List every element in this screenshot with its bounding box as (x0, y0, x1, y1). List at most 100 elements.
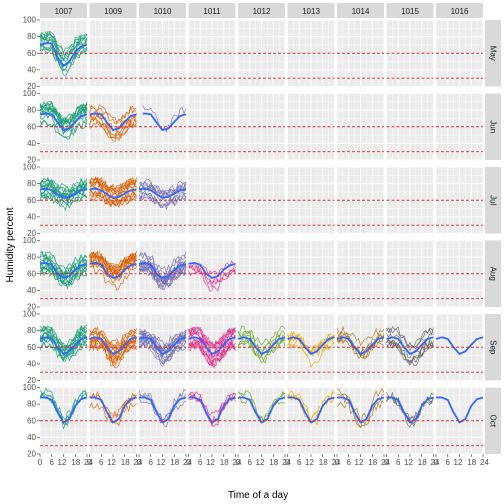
series-line-1007-Jul (39, 183, 88, 199)
x-tick-label: 24 (134, 458, 143, 467)
panel-Jul-1009 (89, 166, 137, 234)
panel-Oct-1010 (138, 387, 187, 455)
series-line-1009-Jul (89, 176, 137, 192)
series-line-1007-Sep (39, 326, 88, 352)
row-label-Aug: Aug (489, 267, 498, 281)
x-tick-label: 6 (50, 458, 55, 467)
panel-May-1016 (435, 19, 484, 87)
series-line-1007-Sep (39, 325, 88, 349)
series-line-1010-Jul (138, 180, 187, 198)
series-line-1009-Jul (89, 193, 137, 208)
x-tick-label: 6 (297, 458, 302, 467)
smooth-line-1009-Oct (89, 396, 137, 424)
panel-Aug-1013 (287, 240, 335, 308)
y-tick-label: 60 (27, 196, 36, 205)
column-label-1009: 1009 (104, 7, 122, 16)
series-line-1009-Aug (89, 256, 137, 276)
smooth-line-1015-Oct (386, 396, 434, 424)
smooth-line-1009-Aug (89, 261, 137, 279)
series-line-1009-Jul (89, 189, 137, 205)
x-tick-label: 0 (87, 458, 92, 467)
x-tick-label: 6 (248, 458, 253, 467)
x-tick-label: 18 (319, 458, 328, 467)
panel-Oct-1011 (188, 387, 236, 455)
x-tick-label: 12 (404, 458, 413, 467)
y-tick-label: 20 (27, 450, 36, 459)
series-line-1012-Sep (237, 325, 286, 346)
column-label-1007: 1007 (55, 7, 73, 16)
panel-Aug-1012 (237, 240, 286, 308)
y-tick-label: 20 (27, 229, 36, 238)
series-line-1014-Oct (337, 393, 385, 428)
x-axis: 0 6 12 18 240 6 12 18 240 6 12 18 240 6 12 18 240 6 12 18 24… (38, 454, 489, 467)
smooth-line-1010-Jul (138, 187, 187, 199)
row-strip-Jul (485, 167, 501, 234)
series-line-1007-Jul (39, 186, 88, 204)
series-line-1010-Aug (138, 267, 187, 291)
x-tick-label: 24 (381, 458, 390, 467)
row-label-Sep: Sep (489, 340, 498, 355)
smooth-line-1007-Aug (39, 261, 88, 279)
x-tick-label: 18 (467, 458, 476, 467)
series-line-1010-Aug (138, 265, 187, 285)
x-tick-label: 12 (256, 458, 265, 467)
series-line-1009-Aug (89, 265, 137, 292)
y-tick-label: 100 (23, 383, 37, 392)
column-strip-1015 (386, 3, 434, 18)
series-line-1010-Sep (138, 335, 187, 359)
x-axis-title: Time of a day (228, 490, 288, 501)
column-strips: 1007 1009 1010 1011 1012 1013 1014 1015 1016 (40, 3, 483, 18)
x-tick-label: 18 (269, 458, 278, 467)
y-tick-label: 40 (27, 359, 36, 368)
row-strip-May (485, 20, 501, 87)
series-line-1009-Jun (89, 104, 137, 125)
x-tick-label: 0 (335, 458, 340, 467)
panel-Aug-1016 (435, 240, 484, 308)
series-line-1010-Jul (138, 182, 187, 198)
x-tick-label: 0 (186, 458, 191, 467)
column-label-1014: 1014 (352, 7, 370, 16)
smooth-line-1007-Oct (40, 396, 88, 424)
series-line-1007-May (39, 43, 88, 77)
series-line-1007-Jul (39, 193, 88, 212)
panel-Jun-1011 (188, 93, 236, 161)
series-line-1007-Jun (39, 101, 88, 125)
panel-May-1007 (39, 19, 88, 87)
x-tick-label: 6 (446, 458, 451, 467)
y-tick-label: 60 (27, 49, 36, 58)
panel-Jun-1010 (138, 93, 187, 161)
x-tick-label: 0 (384, 458, 389, 467)
row-strip-Oct (485, 387, 501, 454)
x-tick-label: 6 (347, 458, 352, 467)
y-axis: 2040608010020406080100204060801002040608… (23, 16, 40, 459)
series-line-1010-Jun (142, 105, 187, 133)
y-tick-label: 100 (23, 89, 37, 98)
series-line-1009-Jun (89, 114, 137, 137)
series-line-1013-Sep (287, 339, 335, 357)
x-tick-label: 0 (285, 458, 290, 467)
series-line-1010-Sep (138, 341, 187, 365)
column-label-1015: 1015 (401, 7, 419, 16)
series-line-1015-Sep (386, 340, 434, 366)
smooth-line-1009-Sep (89, 336, 137, 355)
row-label-Jun: Jun (489, 120, 498, 133)
panel-Jul-1016 (435, 166, 484, 234)
smooth-line-1012-Oct (238, 396, 286, 424)
x-tick-label: 24 (233, 458, 242, 467)
series-line-1007-Aug (39, 251, 88, 274)
smooth-line-1013-Sep (287, 336, 335, 355)
series-line-1010-Sep (138, 335, 187, 352)
row-strip-Sep (485, 314, 501, 381)
x-tick-label: 18 (71, 458, 80, 467)
series-line-1011-Sep (188, 328, 236, 349)
panel-Oct-1012 (237, 387, 286, 455)
panel-Jul-1015 (386, 166, 434, 234)
panel-Jun-1013 (287, 93, 335, 161)
y-tick-label: 100 (23, 236, 37, 245)
x-tick-label: 0 (434, 458, 439, 467)
panel-Jul-1014 (336, 166, 385, 234)
column-strip-1009 (89, 3, 137, 18)
series-line-1009-Jun (89, 117, 137, 142)
series-line-1007-Aug (39, 256, 88, 278)
x-tick-label: 24 (480, 458, 489, 467)
